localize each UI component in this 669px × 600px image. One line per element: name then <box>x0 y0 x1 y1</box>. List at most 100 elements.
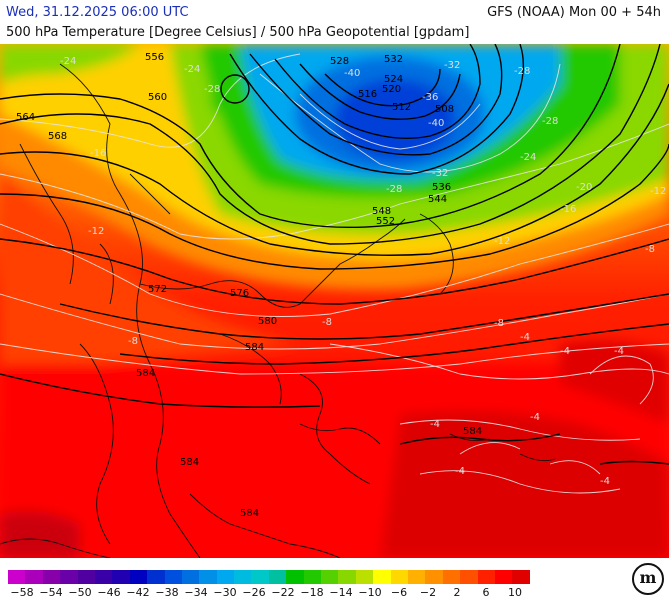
colorbar-swatch <box>129 570 148 584</box>
colorbar-swatch <box>338 570 356 584</box>
colorbar-swatch <box>303 570 322 584</box>
colorbar-tick-label: −6 <box>390 586 408 599</box>
geo-label: 552 <box>376 216 395 227</box>
temp-label: -28 <box>386 184 402 195</box>
geo-label: 556 <box>145 52 164 63</box>
colorbar-swatch <box>268 570 287 584</box>
colorbar-swatch <box>77 570 95 584</box>
temp-label: -4 <box>530 412 540 423</box>
colorbar-tick-label: −38 <box>155 586 179 599</box>
colorbar-ticks: −58 −54 −50 −46 −42 −38 −34 −30 −26 −22 −18 −14 −10−… <box>8 586 548 600</box>
colorbar-tick-label: 2 <box>453 586 461 599</box>
colorbar-tick-label: −46 <box>97 586 121 599</box>
geo-label: 580 <box>258 316 277 327</box>
weather-map[interactable]: 556 560 564 568 572 576 580 584 528 532 … <box>0 44 669 558</box>
colorbar-swatches <box>8 570 530 584</box>
temp-label: -40 <box>344 68 360 79</box>
temp-label: -16 <box>90 148 106 159</box>
colorbar-tick-label: −42 <box>126 586 150 599</box>
temp-label: -32 <box>444 60 460 71</box>
isotherms <box>0 53 669 494</box>
temp-label: -32 <box>432 168 448 179</box>
geo-label: 512 <box>392 102 411 113</box>
parameter-title: 500 hPa Temperature [Degree Celsius] / 5… <box>6 25 470 40</box>
temp-label: -4 <box>560 346 570 357</box>
geo-label: 536 <box>432 182 451 193</box>
temp-label: -28 <box>542 116 558 127</box>
colorbar-tick-label: −2 <box>419 586 437 599</box>
geo-label: 568 <box>48 131 67 142</box>
meteoblue-logo-icon: m <box>632 563 664 595</box>
geo-label: 584 <box>463 426 482 437</box>
colorbar-swatch <box>234 570 252 584</box>
temp-label: -8 <box>322 317 332 328</box>
temp-label: -4 <box>455 466 465 477</box>
temp-label: -24 <box>184 64 200 75</box>
colorbar-tick-label: −10 <box>358 586 382 599</box>
colorbar-swatch <box>25 570 43 584</box>
colorbar-swatch <box>355 570 374 584</box>
valid-time: Wed, 31.12.2025 06:00 UTC <box>6 5 189 20</box>
colorbar-swatch <box>42 570 61 584</box>
colorbar-tick-label: −58 <box>10 586 34 599</box>
geo-label: 560 <box>148 92 167 103</box>
colorbar-tick-label: 10 <box>508 586 522 599</box>
colorbar-swatch <box>181 570 200 584</box>
colorbar-tick-label: 6 <box>482 586 490 599</box>
geopotential-contours <box>0 44 669 465</box>
geo-label: 584 <box>136 368 155 379</box>
colorbar-swatch <box>425 570 443 584</box>
colorbar-swatch <box>442 570 461 584</box>
geo-label: 520 <box>382 84 401 95</box>
geopotential-labels: 556 560 564 568 572 576 580 584 528 532 … <box>16 52 482 519</box>
colorbar-swatch <box>94 570 113 584</box>
colorbar-tick-label: −14 <box>329 586 353 599</box>
colorbar: −58 −54 −50 −46 −42 −38 −34 −30 −26 −22 −18 −14 −10−… <box>0 558 669 600</box>
temp-label: -4 <box>614 346 624 357</box>
colorbar-swatch <box>199 570 217 584</box>
temp-label: -36 <box>422 92 438 103</box>
map-header: Wed, 31.12.2025 06:00 UTC GFS (NOAA) Mon… <box>0 0 669 44</box>
colorbar-swatch <box>460 570 478 584</box>
colorbar-tick-label: −54 <box>39 586 63 599</box>
colorbar-tick-label: −34 <box>184 586 208 599</box>
temp-label: -8 <box>128 336 138 347</box>
temp-label: -8 <box>645 244 655 255</box>
geo-label: 516 <box>358 89 377 100</box>
geo-label: 584 <box>245 342 264 353</box>
temperature-field <box>0 44 669 558</box>
isotherm-labels: -24 -28 -40 -36 -32 -40 -28 -24 -32 -28 … <box>60 56 666 487</box>
colorbar-swatch <box>321 570 339 584</box>
geo-label: 564 <box>16 112 35 123</box>
colorbar-tick-label: −18 <box>300 586 324 599</box>
temp-label: -4 <box>600 476 610 487</box>
temp-label: -28 <box>204 84 220 95</box>
colorbar-swatch <box>407 570 426 584</box>
colorbar-tick-label: −22 <box>271 586 295 599</box>
colorbar-swatch <box>164 570 182 584</box>
temp-label: -12 <box>494 236 510 247</box>
temp-label: -8 <box>494 318 504 329</box>
temp-label: -24 <box>520 152 536 163</box>
geo-label: 584 <box>180 457 199 468</box>
temp-label: -16 <box>560 204 576 215</box>
temp-label: -28 <box>514 66 530 77</box>
colorbar-swatch <box>390 570 408 584</box>
colorbar-tick-label: −50 <box>68 586 92 599</box>
geo-label: 508 <box>435 104 454 115</box>
geo-label: 572 <box>148 284 167 295</box>
geo-label: 576 <box>230 288 249 299</box>
temp-label: -12 <box>650 186 666 197</box>
temp-label: -4 <box>520 332 530 343</box>
geo-label: 548 <box>372 206 391 217</box>
geo-label: 544 <box>428 194 447 205</box>
geo-label: 528 <box>330 56 349 67</box>
colorbar-swatch <box>147 570 165 584</box>
colorbar-swatch <box>8 570 26 584</box>
temp-label: -24 <box>60 56 76 67</box>
colorbar-swatch <box>512 570 530 584</box>
geo-label: 524 <box>384 74 403 85</box>
colorbar-swatch <box>286 570 304 584</box>
temp-label: -12 <box>88 226 104 237</box>
model-run: GFS (NOAA) Mon 00 + 54h <box>487 5 661 20</box>
